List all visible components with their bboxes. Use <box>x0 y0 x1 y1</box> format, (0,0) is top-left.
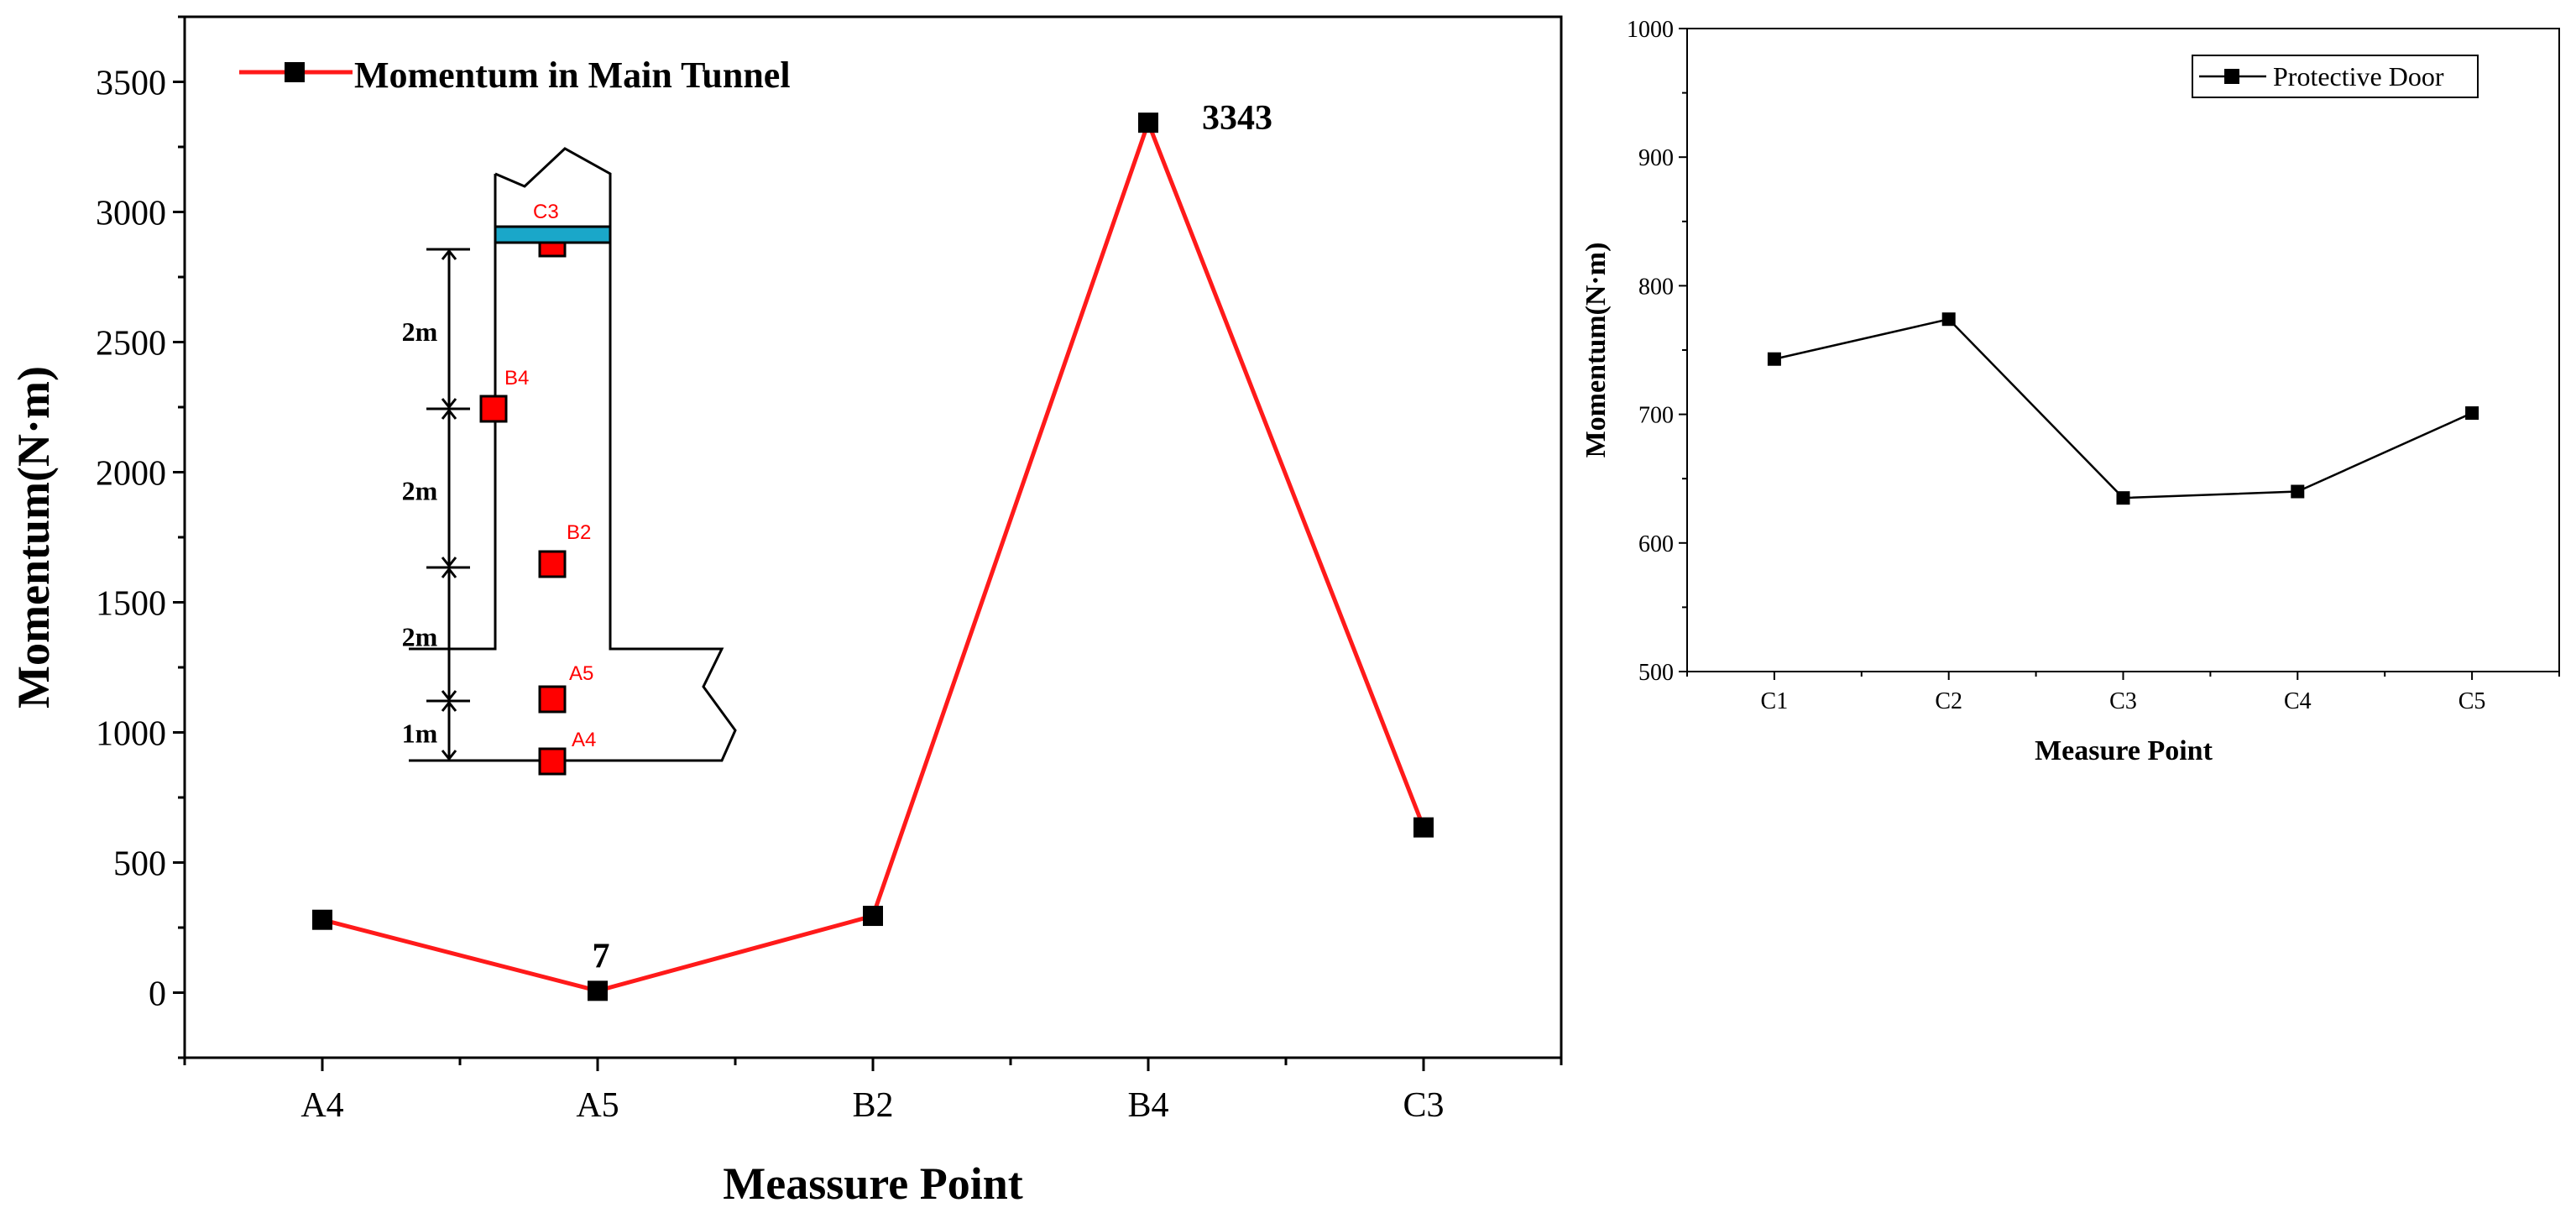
y-tick-label: 800 <box>1638 274 1674 300</box>
inset-label-b4: B4 <box>504 367 529 390</box>
y-tick-label: 3500 <box>96 65 166 103</box>
legend-label-main-tunnel: Momentum in Main Tunnel <box>354 55 791 96</box>
y-tick-label: 0 <box>149 975 166 1014</box>
dimension-arrow <box>441 557 457 568</box>
data-point-c5 <box>2465 406 2479 421</box>
data-point-b4 <box>1138 112 1158 133</box>
chart1-annotations: 7 3343 <box>593 99 1273 975</box>
dimension-arrow <box>441 690 457 702</box>
data-point-c3 <box>1413 817 1434 838</box>
x-tick-label: A5 <box>576 1086 619 1125</box>
chart2-y-axis-title: Momentum(N·m) <box>1581 243 1612 458</box>
legend-marker-main-tunnel <box>285 62 305 82</box>
dimension-label: 1m <box>402 719 438 749</box>
dimension-label: 2m <box>402 316 438 347</box>
inset-point-a4 <box>538 747 567 776</box>
legend-label-protective-door: Protective Door <box>2273 61 2444 91</box>
x-tick-label: C2 <box>1935 688 1962 714</box>
y-tick-label: 900 <box>1638 145 1674 171</box>
dimension-lines: 2m 2m 2m 1m <box>402 248 470 762</box>
tunnel-inset-diagram: 2m 2m 2m 1m C3 B4 B2 A5 A4 <box>402 147 737 776</box>
inset-point-b4 <box>479 395 508 423</box>
inset-label-c3: C3 <box>533 201 559 223</box>
main-tunnel-line <box>321 116 1426 993</box>
data-point-c1 <box>1767 352 1781 366</box>
data-point-c4 <box>2291 484 2305 499</box>
y-tick-label: 2500 <box>96 325 166 363</box>
dimension-arrow <box>441 567 457 578</box>
annotation-a5: 7 <box>593 937 610 975</box>
main-tunnel-points <box>312 112 1434 1001</box>
inset-point-b2 <box>538 550 567 578</box>
y-tick-label: 1000 <box>1627 17 1674 43</box>
chart1-y-axis: 0 500 1000 1500 2000 2500 3000 3500 <box>96 15 185 1059</box>
dimension-label: 2m <box>402 622 438 652</box>
data-point-c2 <box>1941 312 1956 327</box>
chart1-legend: Momentum in Main Tunnel <box>239 55 791 96</box>
protective-door-points <box>1767 312 2479 505</box>
dimension-arrow <box>441 700 457 712</box>
data-point-a4 <box>312 909 332 930</box>
dimension-arrow <box>441 750 457 761</box>
inset-label-a5: A5 <box>569 662 593 685</box>
x-tick-label: B4 <box>1127 1086 1168 1125</box>
x-tick-label: C3 <box>2109 688 2137 714</box>
annotation-b4: 3343 <box>1202 99 1272 138</box>
protective-door-chart: 500 600 700 800 900 1000 C1 C2 C3 C4 C5 Protectiv… <box>1581 17 2560 766</box>
inset-measure-points: C3 B4 B2 A5 A4 <box>479 201 612 776</box>
dimension-label: 2m <box>402 476 438 506</box>
chart2-y-axis: 500 600 700 800 900 1000 <box>1627 17 1687 686</box>
y-tick-label: 2000 <box>96 455 166 494</box>
y-tick-label: 1000 <box>96 715 166 754</box>
data-point-a5 <box>588 980 608 1001</box>
x-tick-label: C3 <box>1403 1086 1444 1125</box>
y-tick-label: 500 <box>113 845 166 884</box>
inset-label-b2: B2 <box>567 521 591 544</box>
x-tick-label: C5 <box>2458 688 2486 714</box>
dimension-arrow <box>441 408 457 420</box>
chart2-x-axis: C1 C2 C3 C4 C5 <box>1686 672 2560 714</box>
legend-marker-protective-door <box>2224 69 2239 84</box>
x-tick-label: C4 <box>2284 688 2312 714</box>
x-tick-label: B2 <box>852 1086 893 1125</box>
x-tick-label: A4 <box>300 1086 343 1125</box>
chart1-plot-frame <box>183 15 1563 1059</box>
chart1-x-axis: A4 A5 B2 B4 C3 <box>183 1058 1563 1125</box>
dimension-arrow <box>441 248 457 260</box>
data-point-b2 <box>863 906 883 927</box>
y-tick-label: 3000 <box>96 195 166 233</box>
y-tick-label: 1500 <box>96 585 166 624</box>
dimension-arrow <box>441 398 457 410</box>
protective-door-line <box>1774 317 2473 499</box>
chart2-legend: Protective Door <box>2192 55 2479 98</box>
protective-door <box>494 225 612 244</box>
chart2-x-axis-title: Measure Point <box>2035 735 2213 766</box>
inset-point-a5 <box>538 685 567 714</box>
inset-label-a4: A4 <box>572 729 596 751</box>
chart1-x-axis-title: Meassure Point <box>723 1158 1022 1209</box>
data-point-c3 <box>2116 491 2130 505</box>
y-tick-label: 500 <box>1638 660 1674 686</box>
y-tick-label: 700 <box>1638 403 1674 429</box>
y-tick-label: 600 <box>1638 531 1674 557</box>
tunnel-outline <box>409 147 737 762</box>
chart1-y-axis-title: Momentum(N·m) <box>8 366 59 708</box>
x-tick-label: C1 <box>1761 688 1789 714</box>
